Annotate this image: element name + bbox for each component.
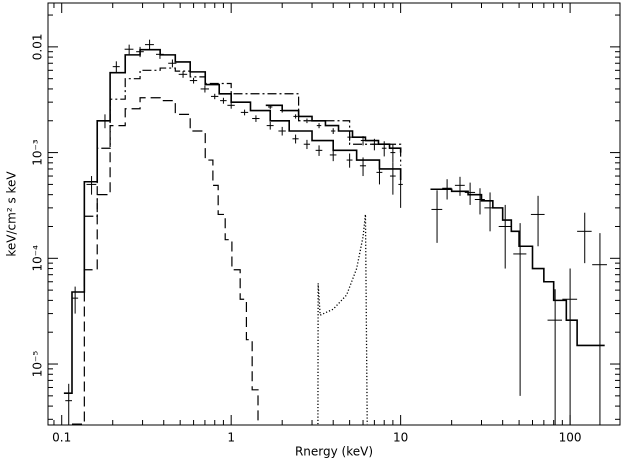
data-point xyxy=(210,93,219,100)
data-point xyxy=(65,383,72,425)
data-point xyxy=(189,77,198,84)
data-point xyxy=(530,195,545,247)
model-step xyxy=(265,104,402,153)
data-point xyxy=(592,233,607,425)
data-point xyxy=(454,176,465,196)
data-point xyxy=(498,204,512,269)
data-point xyxy=(252,115,260,122)
model-step xyxy=(63,48,402,394)
plot-frame xyxy=(47,2,621,426)
data-point xyxy=(303,139,311,150)
data-point xyxy=(547,289,563,425)
data-point xyxy=(278,126,286,136)
data-point xyxy=(474,188,485,215)
data-point xyxy=(220,97,227,104)
data-point xyxy=(292,134,299,144)
y-axis-label: keV/cm² s keV xyxy=(5,171,19,257)
data-point xyxy=(329,149,337,162)
data-point xyxy=(240,109,249,116)
data-point xyxy=(178,71,188,78)
data-point xyxy=(144,39,154,51)
data-point xyxy=(484,192,496,232)
data-point xyxy=(390,144,396,163)
data-point xyxy=(112,61,120,73)
data-point xyxy=(266,121,274,130)
data-point xyxy=(200,85,210,93)
x-tick-label: 0.1 xyxy=(52,431,71,445)
model-step xyxy=(84,67,402,217)
y-tick-label: 10⁻⁵ xyxy=(31,351,45,378)
y-tick-label: 10⁻⁴ xyxy=(31,245,45,272)
model-step xyxy=(430,188,605,347)
data-point xyxy=(315,145,323,156)
data-point xyxy=(316,123,322,129)
plot-area xyxy=(63,39,607,425)
y-tick-label: 10⁻³ xyxy=(31,139,45,166)
data-point xyxy=(124,44,134,55)
x-axis-label: Rnergy (keV) xyxy=(295,445,373,459)
data-point xyxy=(513,223,527,396)
model-line xyxy=(317,214,368,425)
data-point xyxy=(304,118,310,124)
y-tick-label: 0.01 xyxy=(31,34,45,61)
x-tick-label: 100 xyxy=(559,431,582,445)
data-point xyxy=(227,102,235,109)
x-tick-label: 10 xyxy=(393,431,408,445)
model-step xyxy=(71,97,259,425)
data-point xyxy=(464,182,476,205)
x-tick-label: 1 xyxy=(227,431,235,445)
data-point xyxy=(562,268,578,425)
data-point xyxy=(346,153,353,168)
data-point xyxy=(71,286,79,314)
data-point xyxy=(168,59,177,68)
data-point xyxy=(330,128,336,134)
data-point xyxy=(577,212,592,264)
data-point xyxy=(293,114,298,119)
data-point xyxy=(431,190,443,243)
data-point xyxy=(389,162,396,195)
data-point xyxy=(86,176,97,195)
